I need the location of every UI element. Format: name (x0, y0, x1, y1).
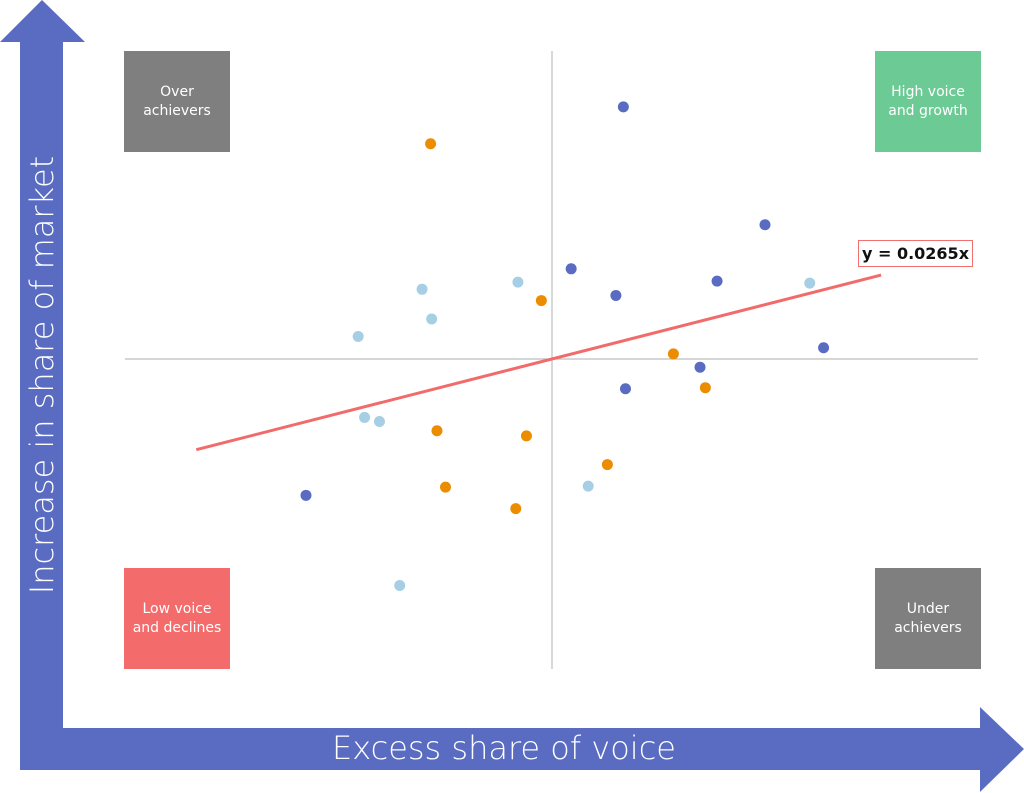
data-point-series-1 (619, 383, 631, 395)
data-point-series-3 (416, 283, 428, 295)
x-axis-arrow (20, 707, 1024, 792)
quadrant-high-voice-growth: High voice and growth (875, 51, 981, 152)
data-point-series-2 (667, 348, 679, 360)
data-point-series-1 (617, 101, 629, 113)
data-point-series-3 (804, 277, 816, 289)
data-point-series-2 (601, 459, 613, 471)
quadrant-low-voice-declines: Low voice and declines (124, 568, 230, 669)
y-axis-arrow (0, 0, 85, 770)
data-point-series-2 (699, 382, 711, 394)
data-point-series-1 (818, 342, 830, 354)
x-axis-label: Excess share of voice (332, 729, 676, 767)
data-point-series-1 (711, 275, 723, 287)
trendline-equation-label: y = 0.0265x (858, 240, 973, 267)
data-point-series-1 (759, 219, 771, 231)
data-point-series-1 (300, 489, 312, 501)
data-point-series-1 (694, 361, 706, 373)
y-axis-label: Increase in share of market (23, 155, 61, 595)
data-point-series-3 (359, 411, 371, 423)
data-point-series-3 (512, 276, 524, 288)
data-point-series-2 (425, 138, 437, 150)
data-point-series-3 (352, 330, 364, 342)
data-point-series-3 (426, 313, 438, 325)
data-point-series-2 (510, 503, 522, 515)
quadrant-over-achievers: Over achievers (124, 51, 230, 152)
quadrant-under-achievers: Under achievers (875, 568, 981, 669)
data-point-series-2 (440, 481, 451, 493)
data-point-series-2 (431, 425, 443, 437)
data-point-series-2 (520, 430, 532, 442)
data-point-series-3 (394, 580, 406, 592)
data-point-series-3 (582, 480, 594, 492)
data-point-series-3 (373, 416, 385, 428)
data-point-series-1 (565, 263, 577, 275)
data-point-series-1 (610, 289, 622, 301)
trendline (195, 273, 882, 452)
data-point-series-2 (535, 295, 547, 307)
